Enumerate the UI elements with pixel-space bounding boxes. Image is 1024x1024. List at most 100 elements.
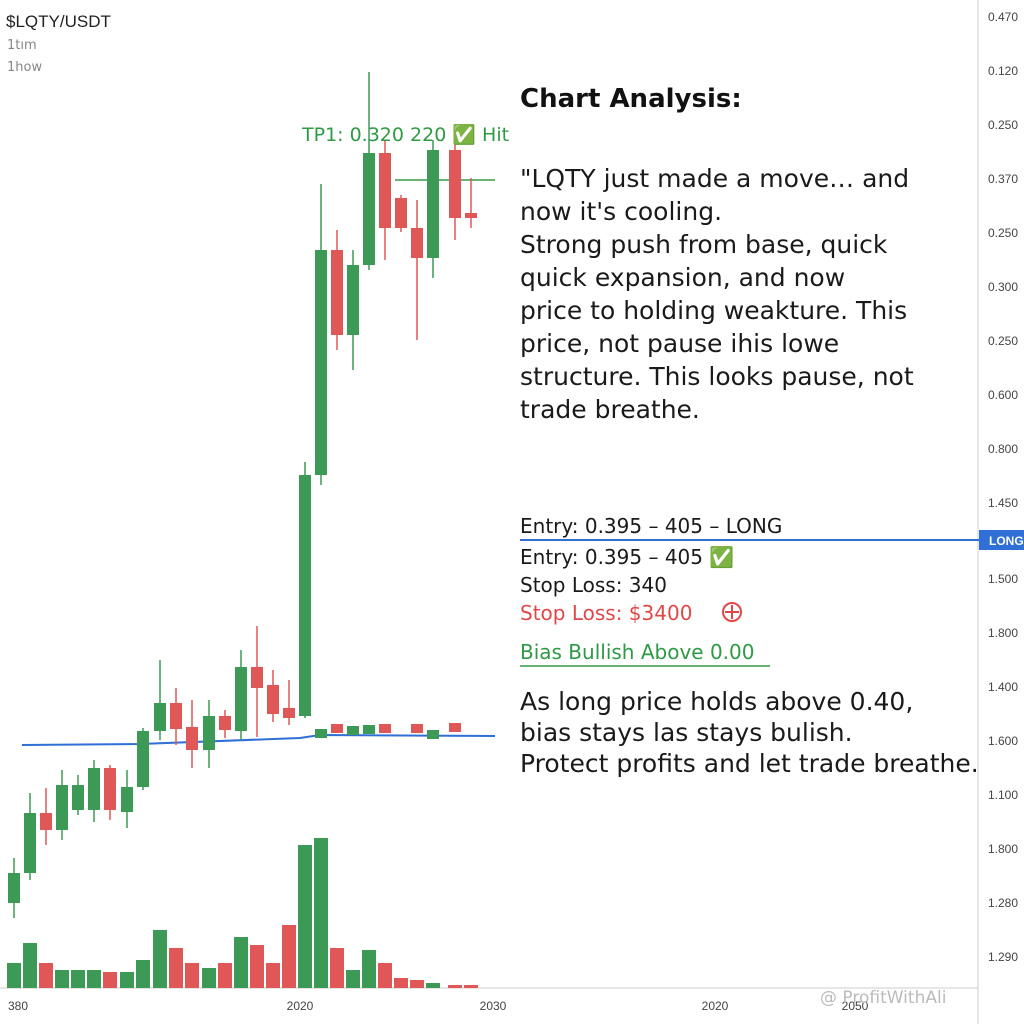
summary-line: Protect profits and let trade breathe. [520, 749, 979, 778]
quote-line: "LQTY just made a move… and [520, 164, 910, 193]
candle-body [24, 813, 36, 873]
volume-bar [55, 970, 69, 988]
bias: Bias Bullish Above 0.00 [520, 640, 755, 664]
volume-bar [87, 970, 101, 988]
tp-label: TP1: 0.320 220 ✅ Hit [302, 124, 510, 146]
stop-loss-red: Stop Loss: $3400 [520, 601, 693, 625]
candle-body [395, 198, 407, 228]
stop-icon-cross [725, 605, 739, 619]
volume-bar [39, 963, 53, 988]
price-label: 0.370 [988, 172, 1018, 186]
volume-bar [71, 970, 85, 988]
candle-body [379, 153, 391, 228]
candle-body [251, 667, 263, 688]
volume-bar [136, 960, 150, 988]
candle-body [347, 726, 359, 735]
candle-body [88, 768, 100, 810]
price-label: 1.600 [988, 734, 1018, 748]
volume-bar [169, 948, 183, 988]
volume-bar [410, 980, 424, 988]
candle-body [379, 724, 391, 733]
pair-title: $LQTY/USDT [6, 12, 111, 31]
candle-body [315, 729, 327, 738]
volume-bar [218, 963, 232, 988]
price-label: 0.800 [988, 442, 1018, 456]
candle-body [465, 213, 477, 218]
price-label: 0.250 [988, 334, 1018, 348]
stop-icon [722, 602, 742, 622]
candle-body [267, 685, 279, 714]
volume-bar [394, 978, 408, 988]
candle-body [203, 716, 215, 750]
volume-bar [346, 970, 360, 988]
interval: 1tım [7, 38, 37, 53]
volume-bar [250, 945, 264, 988]
price-label: 1.450 [988, 496, 1018, 510]
volume-bar [378, 963, 392, 988]
price-label: 0.120 [988, 64, 1018, 78]
volume-bar [314, 838, 328, 988]
candle-body [315, 250, 327, 475]
volume-bar [266, 963, 280, 988]
price-label: 0.250 [988, 118, 1018, 132]
support-line [21, 733, 496, 746]
candle-body [121, 787, 133, 812]
price-label: 1.500 [988, 572, 1018, 586]
candle-body [449, 150, 461, 218]
entry-long: Entry: 0.395 – 405 – LONG [520, 514, 783, 538]
quote-line: Strong push from base, quick [520, 230, 888, 259]
candle-body [104, 768, 116, 810]
stop-loss: Stop Loss: 340 [520, 573, 667, 597]
candle-body [331, 724, 343, 733]
long-badge [979, 530, 1024, 550]
candle-body [283, 708, 295, 718]
volume-bar [7, 963, 21, 988]
price-label: 1.400 [988, 680, 1018, 694]
volume-bar [103, 972, 117, 988]
time-label: 2020 [287, 999, 314, 1013]
volume-bar [234, 937, 248, 988]
volume-bar [23, 943, 37, 988]
volume-bar [330, 948, 344, 988]
time-label: 2050 [842, 999, 869, 1013]
candle-body [411, 228, 423, 258]
volume-bar [298, 845, 312, 988]
candle-body [347, 265, 359, 335]
candle-body [8, 873, 20, 903]
quote-line: trade breathe. [520, 395, 700, 424]
candle-body [186, 727, 198, 750]
time-label: 2030 [480, 999, 507, 1013]
candle-body [363, 725, 375, 734]
candle-body [40, 813, 52, 830]
price-label: 0.600 [988, 388, 1018, 402]
summary-line: bias stays las stays bulish. [520, 718, 853, 747]
price-label: 0.300 [988, 280, 1018, 294]
volume-bar [426, 983, 440, 988]
summary: As long price holds above 0.40, bias stay… [520, 686, 979, 779]
candle-body [235, 667, 247, 731]
candle-body [331, 250, 343, 335]
candle-body [427, 150, 439, 258]
candle-body [72, 785, 84, 810]
analysis-heading: Chart Analysis: [520, 84, 742, 114]
interval: 1how [7, 60, 43, 75]
price-label: 1.100 [988, 788, 1018, 802]
candle-body [56, 785, 68, 830]
volume-bar [362, 950, 376, 988]
analysis-quote: "LQTY just made a move… and now it's cool… [520, 162, 914, 426]
price-label: 1.280 [988, 896, 1018, 910]
quote-line: price, not pause ihis lowe [520, 329, 840, 358]
candle-body [449, 723, 461, 732]
watermark: @ ProfitWithAli [820, 988, 947, 1008]
candle-body [427, 730, 439, 739]
candle-body [363, 153, 375, 265]
quote-line: price to holding weakture. This [520, 296, 908, 325]
volume-bar [448, 985, 462, 988]
price-label: 1.800 [988, 626, 1018, 640]
long-badge-text: LONG [989, 534, 1024, 548]
volume-bar [120, 972, 134, 988]
candle-body [411, 724, 423, 733]
time-label: 2020 [702, 999, 729, 1013]
